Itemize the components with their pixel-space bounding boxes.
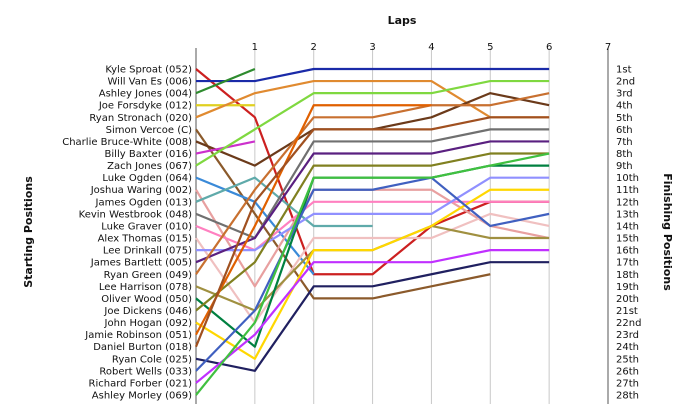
finishing-position-label: 22nd (616, 318, 641, 329)
y-axis-label-left: Starting Positions (22, 176, 35, 288)
finishing-position-label: 5th (616, 113, 633, 124)
driver-line (195, 188, 550, 360)
driver-name-label: Ashley Morley (069) (92, 391, 192, 402)
driver-name-label: Lee Drinkall (075) (103, 246, 192, 257)
finishing-position-label: 25th (616, 354, 639, 365)
finishing-position-label: 7th (616, 137, 633, 148)
finishing-position-label: 16th (616, 246, 639, 257)
driver-line (195, 92, 550, 275)
driver-line (195, 140, 550, 264)
finishing-position-label: 27th (616, 378, 639, 389)
driver-name-label: Ashley Jones (004) (99, 89, 192, 100)
finishing-position-label: 20th (616, 294, 639, 305)
driver-line (196, 67, 550, 83)
chart-title: Laps (388, 14, 417, 27)
lap-tick-label: 5 (487, 42, 493, 53)
finishing-position-label: 21st (616, 306, 638, 317)
driver-name-label: Joshua Waring (002) (90, 185, 192, 196)
driver-line (195, 261, 550, 372)
driver-name-label: Joe Dickens (046) (103, 306, 192, 317)
driver-name-label: Jamie Robinson (051) (84, 330, 192, 341)
driver-name-label: Joe Forsdyke (012) (98, 101, 192, 112)
starting-position-labels: Kyle Sproat (052)Will Van Es (006)Ashley… (62, 65, 192, 402)
driver-name-label: Robert Wells (033) (99, 366, 192, 377)
lap-tick-label: 6 (546, 42, 552, 53)
finishing-position-label: 10th (616, 173, 639, 184)
lap-tick-label: 3 (369, 42, 375, 53)
driver-name-label: Lee Harrison (078) (99, 282, 192, 293)
finishing-position-label: 24th (616, 342, 639, 353)
driver-name-label: Ryan Green (049) (104, 270, 192, 281)
finishing-position-label: 9th (616, 161, 633, 172)
finishing-position-label: 12th (616, 197, 639, 208)
finishing-position-label: 4th (616, 101, 633, 112)
lap-tick-label: 1 (252, 42, 258, 53)
lap-tick-label: 2 (311, 42, 317, 53)
finishing-position-labels: 1st2nd3rd4th5th6th7th8th9th10th11th12th1… (616, 65, 641, 402)
driver-name-label: James Ogden (013) (95, 197, 193, 208)
driver-position-lines (194, 67, 550, 396)
y-axis-label-right: Finishing Positions (661, 173, 674, 291)
driver-name-label: Simon Vercoe (C) (106, 125, 192, 136)
finishing-position-label: 28th (616, 391, 639, 402)
finishing-position-label: 6th (616, 125, 633, 136)
driver-name-label: Kyle Sproat (052) (105, 65, 192, 76)
finishing-position-label: 8th (616, 149, 633, 160)
driver-name-label: James Bartlett (005) (90, 258, 192, 269)
driver-name-label: Kevin Westbrook (048) (79, 209, 192, 220)
driver-name-label: Richard Forber (021) (89, 378, 193, 389)
finishing-position-label: 17th (616, 258, 639, 269)
lap-tick-label: 7 (605, 42, 611, 53)
finishing-position-label: 26th (616, 366, 639, 377)
driver-name-label: Oliver Wood (050) (101, 294, 192, 305)
finishing-position-label: 18th (616, 270, 639, 281)
driver-name-label: Ryan Stronach (020) (89, 113, 192, 124)
driver-line (195, 152, 550, 312)
driver-line (195, 152, 550, 396)
driver-name-label: Luke Graver (010) (101, 221, 192, 232)
finishing-position-label: 2nd (616, 77, 635, 88)
driver-name-label: Luke Ogden (064) (102, 173, 192, 184)
finishing-position-label: 19th (616, 282, 639, 293)
finishing-position-label: 13th (616, 209, 639, 220)
driver-line (196, 176, 550, 252)
driver-line (195, 176, 373, 228)
finishing-position-label: 1st (616, 65, 632, 76)
driver-line (194, 116, 550, 348)
driver-name-label: Daniel Burton (018) (93, 342, 192, 353)
driver-name-label: Alex Thomas (015) (98, 234, 193, 245)
driver-name-label: Will Van Es (006) (108, 77, 193, 88)
finishing-position-label: 11th (616, 185, 639, 196)
driver-name-label: Charlie Bruce-White (008) (62, 137, 192, 148)
driver-name-label: John Hogan (092) (104, 318, 193, 329)
finishing-position-label: 23rd (616, 330, 639, 341)
driver-line (195, 67, 256, 95)
driver-name-label: Ryan Cole (025) (112, 354, 192, 365)
driver-line (195, 176, 550, 372)
finishing-position-label: 14th (616, 221, 639, 232)
driver-line (195, 128, 491, 300)
finishing-position-label: 15th (616, 234, 639, 245)
finishing-position-label: 3rd (616, 89, 633, 100)
lap-tick-label: 4 (428, 42, 434, 53)
driver-line (195, 79, 550, 167)
driver-name-label: Zach Jones (067) (107, 161, 192, 172)
driver-line (195, 249, 550, 384)
driver-line (195, 104, 432, 336)
lap-tick-labels: 1 2 3 4 5 6 7 (252, 42, 612, 53)
driver-name-label: Billy Baxter (016) (105, 149, 193, 160)
